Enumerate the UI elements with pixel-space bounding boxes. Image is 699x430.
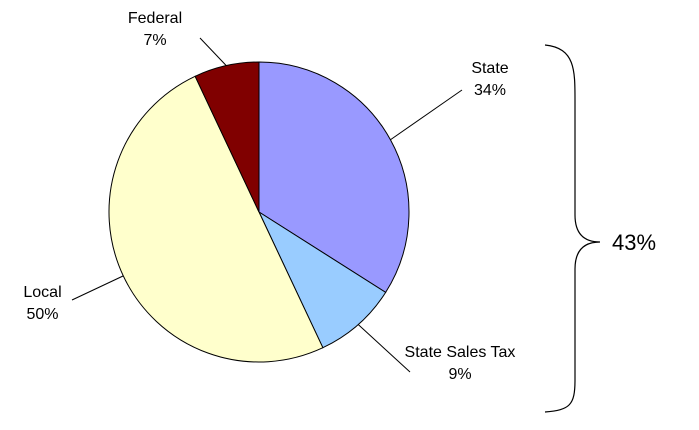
slice-label: State 34% — [440, 58, 540, 102]
leader-line — [390, 89, 463, 141]
value-label: 7% — [143, 32, 167, 49]
pie-slice — [194, 61, 260, 213]
category-label: Federal — [127, 10, 183, 27]
value-label: 34% — [473, 82, 507, 99]
category-label: State — [471, 60, 509, 77]
leader-line — [199, 37, 227, 66]
slice-label: Local 50% — [5, 282, 80, 326]
pie-slice — [108, 75, 324, 363]
leader-line — [71, 275, 124, 301]
annotation: 43% — [612, 230, 657, 255]
value-label: 50% — [26, 306, 59, 323]
category-label: State Sales Tax — [404, 344, 516, 361]
brace — [544, 44, 601, 413]
pie-slice — [258, 61, 410, 294]
leader-line — [357, 324, 411, 373]
value-label: 9% — [448, 366, 472, 383]
category-label: Local — [23, 284, 62, 301]
slice-label: State Sales Tax 9% — [395, 342, 525, 386]
pie-slice — [257, 210, 387, 349]
slice-label: Federal 7% — [110, 8, 200, 52]
